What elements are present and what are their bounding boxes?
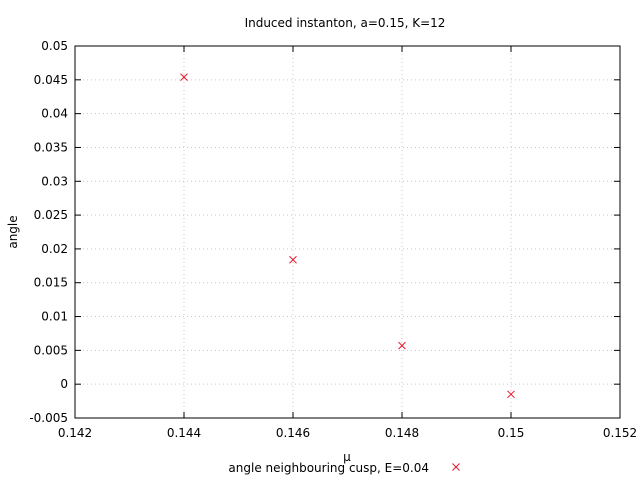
y-axis-label: angle [6,215,20,248]
data-point [507,390,515,399]
y-tick-label: 0.025 [34,208,68,222]
x-tick-label: 0.152 [603,426,637,440]
y-tick-label: 0.015 [34,276,68,290]
y-tick-labels: -0.005 0 0.005 0.01 0.015 0.02 0.025 0.03 0.035 0… [29,39,68,425]
x-tick-label: 0.144 [167,426,201,440]
x-tick-label: 0.146 [276,426,310,440]
x-tick-labels: 0.142 0.144 0.146 0.148 0.15 0.152 [58,426,637,440]
y-tick-label: -0.005 [29,411,68,425]
y-tick-label: 0.02 [41,242,68,256]
y-tick-label: 0.005 [34,343,68,357]
legend: angle neighbouring cusp, E=0.04 [228,461,460,475]
data-points [180,73,515,399]
data-point [289,255,297,264]
axis-ticks [74,45,621,419]
grid [75,46,620,418]
y-tick-label: 0 [60,377,68,391]
legend-marker-x [452,463,460,471]
y-tick-label: 0.035 [34,140,68,154]
legend-marker [452,463,460,471]
data-point [398,341,406,350]
x-tick-label: 0.148 [385,426,419,440]
chart-title: Induced instanton, a=0.15, K=12 [245,16,446,30]
y-tick-label: 0.05 [41,39,68,53]
x-tick-label: 0.15 [498,426,525,440]
x-tick-label: 0.142 [58,426,92,440]
plot-frame [74,45,621,419]
y-tick-label: 0.03 [41,174,68,188]
y-tick-label: 0.04 [41,107,68,121]
x-axis-label: μ [343,450,351,464]
y-tick-label: 0.01 [41,310,68,324]
y-tick-label: 0.045 [34,73,68,87]
data-point [180,73,188,81]
legend-label: angle neighbouring cusp, E=0.04 [228,461,429,475]
